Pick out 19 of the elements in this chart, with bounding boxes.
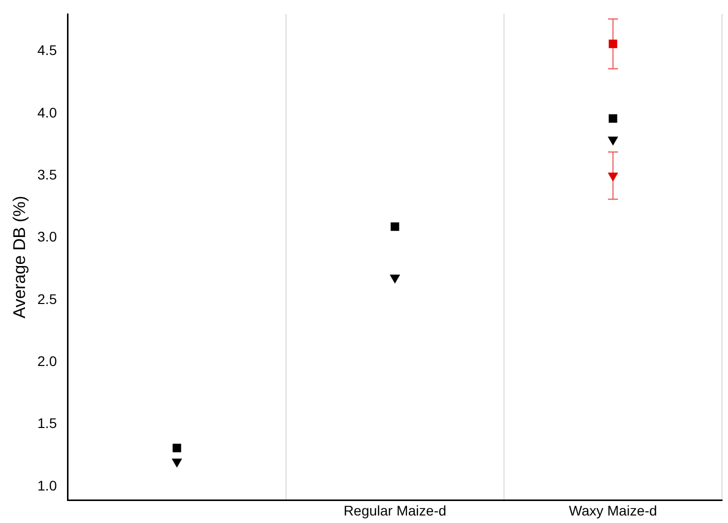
point [608,40,618,48]
x-tick-label: Waxy Maize-d [568,502,658,518]
point [608,136,618,146]
point [608,114,618,123]
point [608,172,618,182]
point [172,444,182,452]
y-tick-label: 2.0 [37,353,58,370]
y-tick-label: 3.5 [37,166,58,183]
y-tick-label: 1.5 [37,415,58,432]
y-tick-label: 1.0 [37,477,58,494]
y-axis-title: Average DB (%) [10,196,29,318]
y-tick-label: 4.5 [37,42,58,58]
y-tick-label: 3.0 [37,228,58,245]
point [172,458,182,468]
point [390,222,400,231]
point [390,274,400,284]
y-tick-label: 2.5 [37,290,58,307]
x-tick-label: Regular Maize-d [344,502,446,518]
y-tick-label: 4.0 [37,104,58,120]
